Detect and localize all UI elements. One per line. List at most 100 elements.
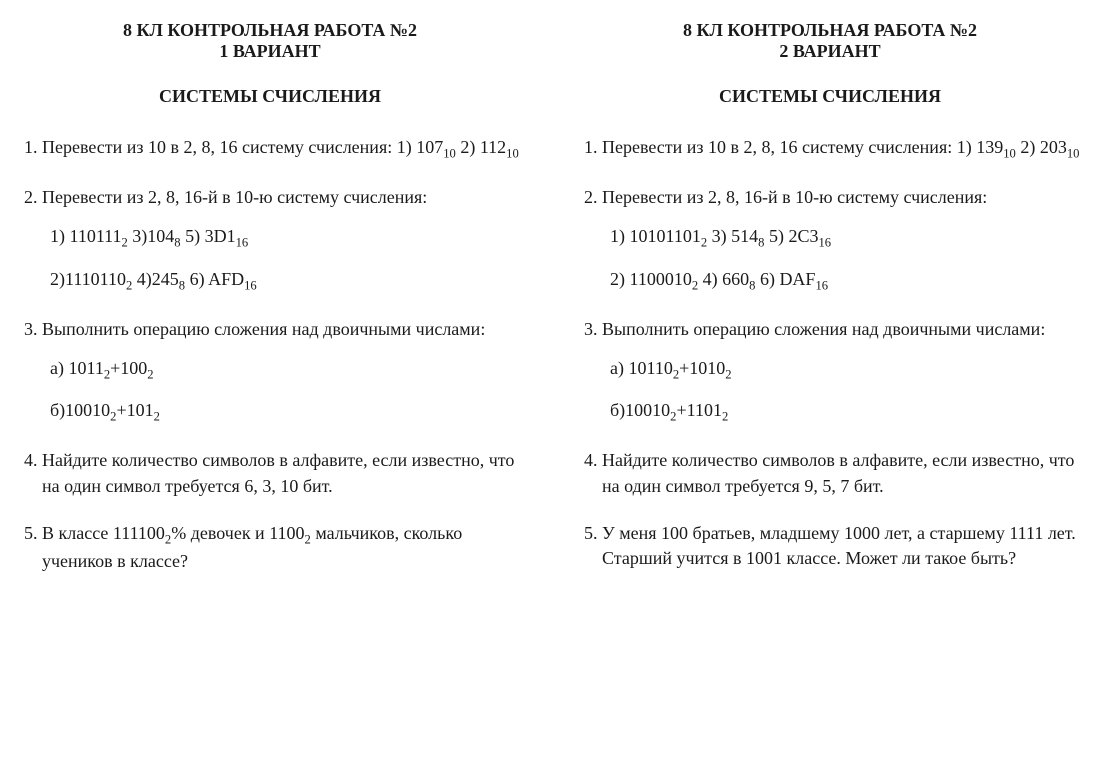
header-line-1: 8 КЛ КОНТРОЛЬНАЯ РАБОТА №2: [20, 20, 520, 41]
header-line-2: 1 ВАРИАНТ: [20, 41, 520, 62]
number-with-base: 6608: [722, 269, 755, 289]
num-value: 10101101: [630, 226, 701, 246]
number-with-base: 100102: [65, 400, 116, 420]
num-value: 1100: [269, 523, 304, 543]
task-subline: а) 10112+1002: [42, 356, 520, 384]
task-text: Перевести из 2, 8, 16-й в 10-ю систему с…: [602, 187, 987, 207]
task-item: Найдите количество символов в алфавите, …: [42, 448, 520, 498]
num-value: DAF: [779, 269, 815, 289]
number-with-base: 11210: [480, 137, 519, 157]
num-base: 2: [154, 410, 160, 424]
task-text: В классе: [42, 523, 113, 543]
num-value: 203: [1040, 137, 1067, 157]
task-text: % девочек и: [171, 523, 269, 543]
num-base: 10: [1003, 147, 1016, 161]
num-base: 10: [506, 147, 519, 161]
number-with-base: 10102: [689, 358, 731, 378]
num-base: 10: [1067, 147, 1080, 161]
plain-text: а): [50, 358, 68, 378]
header-line-1: 8 КЛ КОНТРОЛЬНАЯ РАБОТА №2: [580, 20, 1080, 41]
num-base: 2: [725, 368, 731, 382]
num-value: 3D1: [205, 226, 236, 246]
plain-text: 5): [764, 226, 788, 246]
plain-text: а): [610, 358, 628, 378]
num-value: 1100010: [630, 269, 692, 289]
number-with-base: 101011012: [630, 226, 708, 246]
plain-text: б): [50, 400, 65, 420]
number-with-base: 1111002: [113, 523, 171, 543]
plain-text: 6): [185, 269, 208, 289]
num-base: 16: [818, 236, 831, 250]
num-value: 101: [127, 400, 154, 420]
plain-text: 2): [610, 269, 630, 289]
task-text: 2): [1016, 137, 1040, 157]
num-value: 100: [120, 358, 147, 378]
header-block: 8 КЛ КОНТРОЛЬНАЯ РАБОТА №2 1 ВАРИАНТ: [20, 20, 520, 62]
task-item: Перевести из 2, 8, 16-й в 10-ю систему с…: [602, 185, 1080, 295]
num-value: 10010: [65, 400, 110, 420]
task-subline: а) 101102+10102: [602, 356, 1080, 384]
num-base: 16: [815, 278, 828, 292]
number-with-base: 1048: [147, 226, 180, 246]
task-subline: б)100102+1012: [42, 398, 520, 426]
num-value: 139: [976, 137, 1003, 157]
plain-text: +: [679, 358, 689, 378]
task-subline: б)100102+11012: [602, 398, 1080, 426]
number-with-base: 5148: [731, 226, 764, 246]
number-with-base: 1101112: [70, 226, 128, 246]
plain-text: 3): [707, 226, 731, 246]
task-text: Выполнить операцию сложения над двоичным…: [42, 319, 485, 339]
plain-text: б): [610, 400, 625, 420]
plain-text: +: [676, 400, 686, 420]
num-value: 514: [731, 226, 758, 246]
num-value: 112: [480, 137, 506, 157]
plain-text: 3): [128, 226, 148, 246]
plain-text: 4): [132, 269, 152, 289]
task-item: Перевести из 10 в 2, 8, 16 систему счисл…: [42, 135, 520, 163]
plain-text: 1): [610, 226, 630, 246]
num-base: 2: [147, 368, 153, 382]
num-value: 111100: [113, 523, 165, 543]
task-subline: 1) 1101112 3)1048 5) 3D116: [42, 224, 520, 252]
number-with-base: 13910: [976, 137, 1016, 157]
plain-text: +: [116, 400, 126, 420]
number-with-base: 10710: [416, 137, 456, 157]
task-item: Выполнить операцию сложения над двоичным…: [602, 317, 1080, 427]
num-value: 1011: [68, 358, 103, 378]
number-with-base: 3D116: [205, 226, 249, 246]
num-value: 2C3: [788, 226, 818, 246]
task-text: Выполнить операцию сложения над двоичным…: [602, 319, 1045, 339]
plain-text: 5): [181, 226, 205, 246]
number-with-base: 10112: [68, 358, 110, 378]
worksheet-page: 8 КЛ КОНТРОЛЬНАЯ РАБОТА №2 1 ВАРИАНТ СИС…: [20, 20, 1082, 596]
number-with-base: 11101102: [65, 269, 132, 289]
number-with-base: 11002: [269, 523, 311, 543]
num-value: 660: [722, 269, 749, 289]
num-value: 1101: [687, 400, 722, 420]
plain-text: 1): [50, 226, 70, 246]
subtitle: СИСТЕМЫ СЧИСЛЕНИЯ: [20, 86, 520, 107]
num-value: 1110110: [65, 269, 126, 289]
task-list: Перевести из 10 в 2, 8, 16 систему счисл…: [20, 135, 520, 574]
num-value: 1010: [689, 358, 725, 378]
task-text: 2): [456, 137, 480, 157]
num-base: 2: [722, 410, 728, 424]
number-with-base: 11000102: [630, 269, 699, 289]
num-value: 110111: [70, 226, 122, 246]
plain-text: 6): [755, 269, 779, 289]
num-value: AFD: [208, 269, 244, 289]
num-base: 16: [244, 278, 257, 292]
number-with-base: 100102: [625, 400, 676, 420]
num-value: 10010: [625, 400, 670, 420]
plain-text: 4): [698, 269, 722, 289]
num-value: 245: [152, 269, 179, 289]
variant-2: 8 КЛ КОНТРОЛЬНАЯ РАБОТА №2 2 ВАРИАНТ СИС…: [580, 20, 1080, 596]
task-text: Перевести из 10 в 2, 8, 16 систему счисл…: [602, 137, 976, 157]
num-value: 107: [416, 137, 443, 157]
task-item: У меня 100 братьев, младшему 1000 лет, а…: [602, 521, 1080, 571]
number-with-base: 2C316: [788, 226, 831, 246]
number-with-base: AFD16: [208, 269, 257, 289]
task-subline: 1) 101011012 3) 5148 5) 2C316: [602, 224, 1080, 252]
number-with-base: 1002: [120, 358, 153, 378]
num-base: 10: [443, 147, 456, 161]
